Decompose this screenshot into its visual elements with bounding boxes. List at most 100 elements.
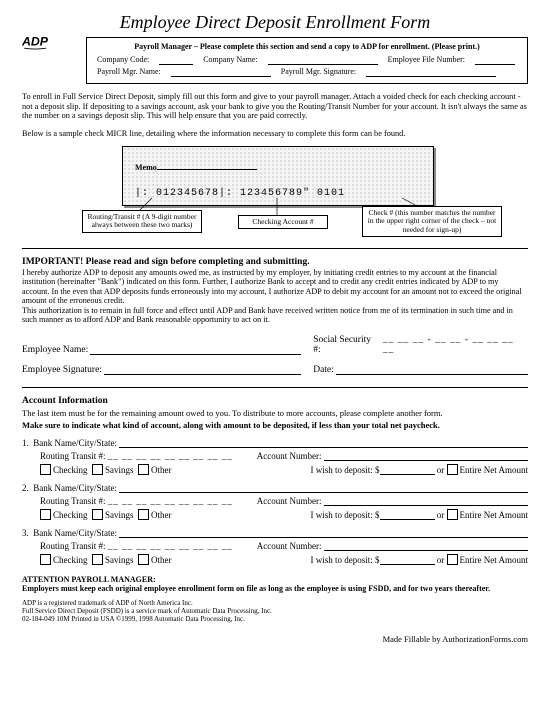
entire-label: Entire Net Amount <box>460 510 529 520</box>
callout-routing: Routing/Transit # (A 9-digit number alwa… <box>82 210 202 233</box>
sample-check: Memo |: 012345678|: 123456789" 0101 <box>122 146 434 206</box>
emp-file-no-label: Employee File Number: <box>388 55 465 65</box>
account-info-heading: Account Information <box>22 396 528 406</box>
footer: ADP is a registered trademark of ADP of … <box>22 599 528 624</box>
entire-label: Entire Net Amount <box>460 465 529 475</box>
savings-checkbox[interactable] <box>92 464 103 475</box>
account-info-note: The last item must be for the remaining … <box>22 408 528 418</box>
payroll-manager-box: Payroll Manager – Please complete this s… <box>86 37 528 84</box>
emp-sig-input[interactable] <box>104 365 301 375</box>
bank-label: Bank Name/City/State: <box>33 438 117 448</box>
deposit-label: I wish to deposit: $ <box>311 555 380 565</box>
other-label: Other <box>151 555 172 565</box>
made-fillable: Made Fillable by AuthorizationForms.com <box>22 634 528 644</box>
savings-label: Savings <box>105 555 134 565</box>
acctno-input[interactable] <box>324 451 528 461</box>
deposit-label: I wish to deposit: $ <box>311 465 380 475</box>
checking-checkbox[interactable] <box>40 509 51 520</box>
other-checkbox[interactable] <box>138 554 149 565</box>
entire-label: Entire Net Amount <box>460 555 529 565</box>
entire-checkbox[interactable] <box>447 464 458 475</box>
routing-label: Routing Transit #: <box>40 496 106 506</box>
acctno-input[interactable] <box>324 496 528 506</box>
company-code-label: Company Code: <box>97 55 149 65</box>
company-name-input[interactable] <box>268 55 378 65</box>
bank-input[interactable] <box>119 528 528 538</box>
savings-label: Savings <box>105 465 134 475</box>
deposit-amount-input[interactable] <box>380 555 435 565</box>
item-number: 3. <box>22 528 29 538</box>
footer-line-2: Full Service Direct Deposit (FSDD) is a … <box>22 607 528 615</box>
emp-file-no-input[interactable] <box>475 55 515 65</box>
ssn-input[interactable]: __ __ __ - __ __ - __ __ __ __ <box>383 335 528 355</box>
callout-checking: Checking Account # <box>238 215 328 229</box>
routing-input[interactable]: __ __ __ __ __ __ __ __ __ <box>108 451 233 461</box>
checking-checkbox[interactable] <box>40 554 51 565</box>
deposit-amount-input[interactable] <box>380 465 435 475</box>
acctno-label: Account Number: <box>257 496 322 506</box>
other-checkbox[interactable] <box>138 509 149 520</box>
item-number: 1. <box>22 438 29 448</box>
ssn-label: Social Security #: <box>313 335 380 355</box>
savings-checkbox[interactable] <box>92 554 103 565</box>
company-code-input[interactable] <box>159 55 193 65</box>
account-item-3: 3. Bank Name/City/State: Routing Transit… <box>22 528 528 565</box>
account-info-bold: Make sure to indicate what kind of accou… <box>22 420 528 430</box>
other-checkbox[interactable] <box>138 464 149 475</box>
routing-input[interactable]: __ __ __ __ __ __ __ __ __ <box>108 496 233 506</box>
important-section: IMPORTANT! Please read and sign before c… <box>22 257 528 324</box>
attention-section: ATTENTION PAYROLL MANAGER: Employers mus… <box>22 575 528 593</box>
checking-label: Checking <box>53 465 88 475</box>
savings-label: Savings <box>105 510 134 520</box>
date-label: Date: <box>313 365 334 375</box>
payroll-mgr-name-label: Payroll Mgr. Name: <box>97 67 161 77</box>
routing-label: Routing Transit #: <box>40 451 106 461</box>
bank-input[interactable] <box>119 438 528 448</box>
attention-body: Employers must keep each original employ… <box>22 584 490 593</box>
acctno-input[interactable] <box>324 541 528 551</box>
deposit-amount-input[interactable] <box>380 510 435 520</box>
emp-name-label: Employee Name: <box>22 345 88 355</box>
acctno-label: Account Number: <box>257 451 322 461</box>
routing-label: Routing Transit #: <box>40 541 106 551</box>
checking-label: Checking <box>53 555 88 565</box>
attention-head: ATTENTION PAYROLL MANAGER: <box>22 575 156 584</box>
emp-name-input[interactable] <box>90 345 301 355</box>
payroll-mgr-name-input[interactable] <box>171 67 271 77</box>
date-input[interactable] <box>336 365 528 375</box>
or-label: or <box>437 555 445 565</box>
adp-logo: ADP <box>22 30 66 60</box>
bank-label: Bank Name/City/State: <box>33 483 117 493</box>
checking-checkbox[interactable] <box>40 464 51 475</box>
other-label: Other <box>151 465 172 475</box>
company-name-label: Company Name: <box>203 55 257 65</box>
intro-paragraph-2: Below is a sample check MICR line, detai… <box>22 129 528 139</box>
emp-sig-label: Employee Signature: <box>22 365 102 375</box>
entire-checkbox[interactable] <box>447 509 458 520</box>
bank-input[interactable] <box>119 483 528 493</box>
intro-paragraph-1: To enroll in Full Service Direct Deposit… <box>22 92 528 121</box>
mgr-box-heading: Payroll Manager – Please complete this s… <box>97 42 517 51</box>
footer-line-3: 02-184-049 10M Printed in USA ©1999, 199… <box>22 615 528 623</box>
deposit-label: I wish to deposit: $ <box>311 510 380 520</box>
sample-check-diagram: Memo |: 012345678|: 123456789" 0101 Rout… <box>22 146 528 236</box>
form-title: Employee Direct Deposit Enrollment Form <box>22 12 528 33</box>
important-body: I hereby authorize ADP to deposit any am… <box>22 268 528 325</box>
item-number: 2. <box>22 483 29 493</box>
payroll-mgr-sig-input[interactable] <box>366 67 496 77</box>
or-label: or <box>437 510 445 520</box>
callout-checkno: Check # (this number matches the number … <box>362 206 502 237</box>
routing-input[interactable]: __ __ __ __ __ __ __ __ __ <box>108 541 233 551</box>
important-heading: IMPORTANT! Please read and sign before c… <box>22 257 528 268</box>
svg-text:ADP: ADP <box>22 35 49 49</box>
or-label: or <box>437 465 445 475</box>
savings-checkbox[interactable] <box>92 509 103 520</box>
memo-line: Memo <box>135 163 257 172</box>
checking-label: Checking <box>53 510 88 520</box>
other-label: Other <box>151 510 172 520</box>
entire-checkbox[interactable] <box>447 554 458 565</box>
account-item-2: 2. Bank Name/City/State: Routing Transit… <box>22 483 528 520</box>
footer-line-1: ADP is a registered trademark of ADP of … <box>22 599 528 607</box>
micr-line: |: 012345678|: 123456789" 0101 <box>135 188 345 199</box>
acctno-label: Account Number: <box>257 541 322 551</box>
